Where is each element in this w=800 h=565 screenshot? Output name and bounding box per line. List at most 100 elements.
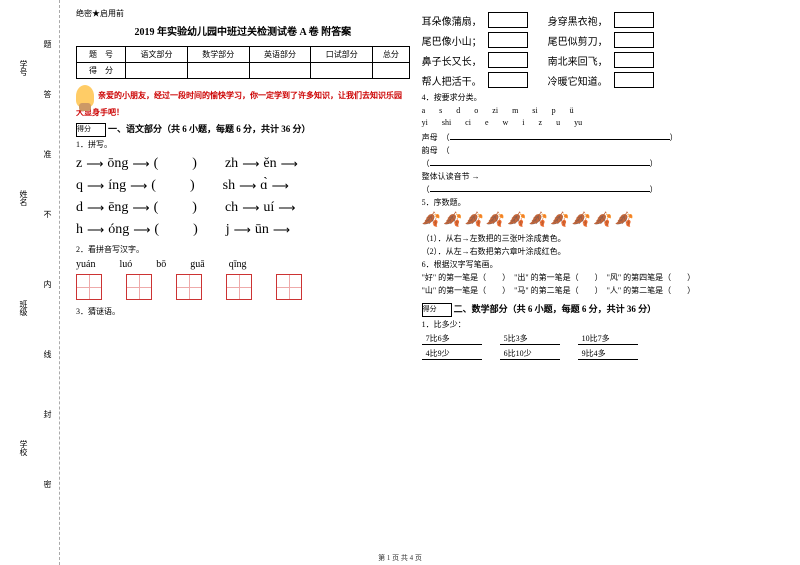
- arrow-icon: ⟶: [87, 179, 104, 194]
- answer-box[interactable]: [488, 12, 528, 28]
- section-1-header: 得分 一、语文部分（共 6 小题，每题 6 分，共计 36 分）: [76, 122, 410, 137]
- compare-item[interactable]: 7比6多: [422, 333, 482, 345]
- arrow-icon: ⟶: [242, 157, 259, 172]
- riddle-right: 身穿黑衣袍，: [548, 13, 608, 28]
- tianzige-grid[interactable]: [176, 274, 202, 300]
- paren: ): [192, 200, 197, 216]
- arrow-icon: ⟶: [234, 223, 251, 238]
- pinyin-item: zi: [492, 106, 498, 115]
- answer-box[interactable]: [614, 72, 654, 88]
- seal-5: 内: [42, 280, 53, 288]
- tianzige-grid[interactable]: [126, 274, 152, 300]
- score-table: 题 号 语文部分 数学部分 英语部分 口试部分 总分 得 分: [76, 46, 410, 79]
- q5-s2: （2）．从左→右数把第六章叶涂成红色。: [422, 246, 756, 257]
- q6-label: 6．根据汉字写笔画。: [422, 259, 756, 270]
- consonant: j: [226, 222, 230, 238]
- blank-line[interactable]: [430, 182, 650, 192]
- td-blank[interactable]: [373, 63, 409, 79]
- vowel: óng: [108, 222, 129, 238]
- q4-yunmu: 韵母 （（）: [422, 145, 756, 169]
- score-box[interactable]: 得分: [422, 303, 452, 317]
- vowel: ēng: [108, 200, 128, 216]
- consonant: h: [76, 222, 83, 238]
- arrow-icon: ⟶: [132, 201, 149, 216]
- consonant: d: [76, 200, 83, 216]
- arrow-icon: ⟶: [87, 223, 104, 238]
- q2-grid-row: [76, 274, 410, 300]
- q1-label: 1．拼写。: [76, 139, 410, 150]
- arrow-icon: ⟶: [133, 223, 150, 238]
- answer-box[interactable]: [488, 32, 528, 48]
- pinyin-item: yu: [574, 118, 582, 127]
- page-footer: 第 1 页 共 4 页: [0, 553, 800, 563]
- seal-8: 密: [42, 480, 53, 488]
- paren: ): [190, 178, 195, 194]
- answer-box[interactable]: [614, 32, 654, 48]
- vowel: ūn: [255, 222, 269, 238]
- compare-item[interactable]: 9比4多: [578, 348, 638, 360]
- answer-box[interactable]: [614, 12, 654, 28]
- pinyin-item: si: [532, 106, 537, 115]
- arrow-icon: ⟶: [87, 201, 104, 216]
- pinyin-item: m: [512, 106, 518, 115]
- seal-7: 封: [42, 410, 53, 418]
- blank-line[interactable]: [450, 130, 670, 140]
- consonant: sh: [223, 178, 235, 194]
- m1-row2: 4比9少 6比10少 9比4多: [422, 348, 756, 360]
- score-label: 得分: [423, 305, 437, 313]
- pinyin-item: z: [539, 118, 543, 127]
- seal-2: 答: [42, 90, 53, 98]
- th-chinese: 语文部分: [126, 47, 188, 63]
- riddle-block: 耳朵像蒲扇，身穿黑衣袍，尾巴像小山；尾巴似剪刀，鼻子长又长，南北来回飞，帮人把活…: [422, 12, 756, 88]
- compare-item[interactable]: 6比10少: [500, 348, 560, 360]
- riddle-left: 鼻子长又长，: [422, 53, 482, 68]
- td-blank[interactable]: [187, 63, 249, 79]
- answer-box[interactable]: [488, 72, 528, 88]
- th-english: 英语部分: [249, 47, 311, 63]
- th-total: 总分: [373, 47, 409, 63]
- pinyin-item: d: [456, 106, 460, 115]
- pinyin-item: w: [503, 118, 509, 127]
- q5-label: 5．序数题。: [422, 197, 756, 208]
- q5-s1: （1）．从右→左数把的三张叶涂成黄色。: [422, 233, 756, 244]
- stroke-question: "好" 的第一笔是（ ）: [422, 273, 507, 282]
- pinyin-item: a: [422, 106, 426, 115]
- paren: ): [193, 222, 198, 238]
- arrow-icon: ⟶: [130, 179, 147, 194]
- q3-label: 3．猜谜语。: [76, 306, 410, 317]
- td-blank[interactable]: [311, 63, 373, 79]
- answer-box[interactable]: [614, 52, 654, 68]
- compare-item[interactable]: 5比3多: [500, 333, 560, 345]
- pinyin-item: o: [474, 106, 478, 115]
- label-xingming: 姓名: [18, 190, 29, 206]
- tianzige-grid[interactable]: [76, 274, 102, 300]
- td-score-label: 得 分: [77, 63, 126, 79]
- label-xuehao: 学号: [18, 60, 29, 76]
- pinyin-item: shi: [442, 118, 451, 127]
- q6-row-a: "好" 的第一笔是（ ） "出" 的第一笔是（ ） "风" 的第四笔是（ ）: [422, 272, 756, 283]
- pinyin-row: z⟶ōng⟶() zh⟶ěn⟶: [76, 156, 410, 172]
- answer-box[interactable]: [488, 52, 528, 68]
- consonant: z: [76, 156, 82, 172]
- riddle-right: 冷暖它知道。: [548, 73, 608, 88]
- paren: (: [154, 156, 159, 172]
- td-blank[interactable]: [249, 63, 311, 79]
- pinyin-item: s: [439, 106, 442, 115]
- tianzige-grid[interactable]: [276, 274, 302, 300]
- riddle-row: 尾巴像小山；尾巴似剪刀，: [422, 32, 756, 48]
- compare-item[interactable]: 10比7多: [578, 333, 638, 345]
- arrow-icon: ⟶: [86, 157, 103, 172]
- blank-line[interactable]: [430, 156, 650, 166]
- stroke-question: "风" 的第四笔是（ ）: [607, 273, 696, 282]
- compare-item[interactable]: 4比9少: [422, 348, 482, 360]
- th-math: 数学部分: [187, 47, 249, 63]
- pinyin-label: yuán: [76, 259, 95, 270]
- riddle-left: 帮人把活干。: [422, 73, 482, 88]
- tianzige-grid[interactable]: [226, 274, 252, 300]
- m1-row1: 7比6多 5比3多 10比7多: [422, 333, 756, 345]
- td-blank[interactable]: [126, 63, 188, 79]
- th-num: 题 号: [77, 47, 126, 63]
- score-box[interactable]: 得分: [76, 123, 106, 137]
- paren: (: [154, 222, 159, 238]
- pinyin-item: e: [485, 118, 489, 127]
